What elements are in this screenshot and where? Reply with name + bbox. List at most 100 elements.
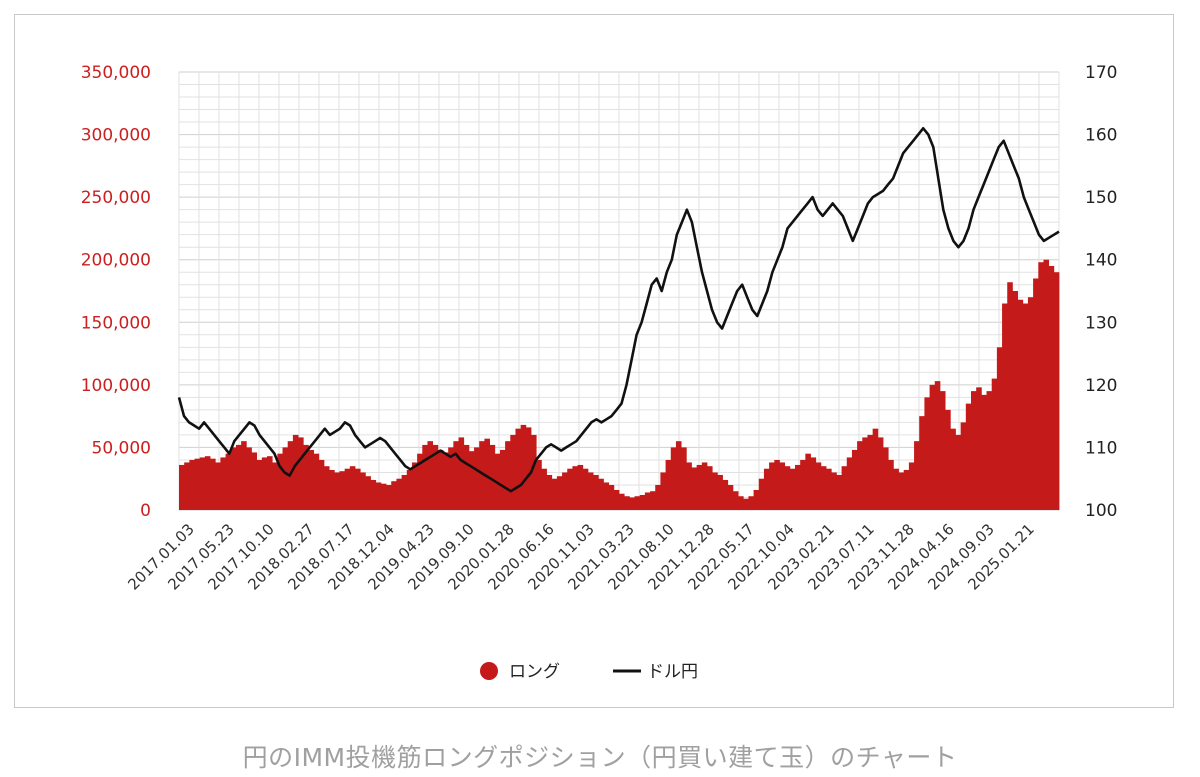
bar-long xyxy=(375,482,382,510)
bar-long xyxy=(608,484,615,510)
bar-long xyxy=(691,467,698,510)
bar-long xyxy=(639,494,646,510)
bar-long xyxy=(831,472,837,510)
bar-long xyxy=(246,447,252,510)
bar-long xyxy=(1007,282,1013,510)
combo-chart: 0 50,000 100,000 150,000 200,000 250,000 300,0… xyxy=(81,63,1118,682)
bar-long xyxy=(701,462,708,510)
y-left-tick-label: 300,000 xyxy=(81,126,151,146)
bar-long xyxy=(189,459,195,510)
bar-long xyxy=(406,469,413,510)
bar-long xyxy=(670,447,677,510)
bar-long xyxy=(282,447,289,510)
y-right-tick-label: 120 xyxy=(1085,376,1117,396)
bar-long xyxy=(194,458,201,510)
bar-long xyxy=(184,462,190,510)
bar-long xyxy=(624,496,630,510)
bar-long xyxy=(981,394,987,510)
bar-long xyxy=(401,474,408,510)
legend-bar-marker xyxy=(480,662,498,680)
bar-long xyxy=(505,441,511,510)
y-right-tick-label: 160 xyxy=(1085,126,1117,146)
bar-long xyxy=(603,482,610,510)
bar-long xyxy=(1002,303,1008,510)
bar-long xyxy=(846,457,853,510)
bar-long xyxy=(448,447,454,510)
bar-long xyxy=(479,441,485,510)
bar-long xyxy=(582,468,589,510)
bar-long xyxy=(463,444,470,510)
bar-long xyxy=(474,447,480,510)
bar-long xyxy=(976,387,982,510)
bar-long xyxy=(965,403,972,510)
bar-long xyxy=(675,441,682,510)
bar-long xyxy=(960,422,967,510)
bar-long xyxy=(303,444,309,510)
y-left-tick-label: 100,000 xyxy=(81,376,151,396)
bar-long xyxy=(815,462,822,510)
bar-long xyxy=(531,434,537,510)
bar-long xyxy=(826,468,832,510)
bar-long xyxy=(256,459,263,510)
bar-long xyxy=(277,453,283,510)
bar-long xyxy=(1038,262,1044,510)
bar-long xyxy=(655,484,661,510)
bar-long xyxy=(422,444,428,510)
bar-long xyxy=(334,472,340,510)
bar-long xyxy=(779,462,786,510)
bar-long xyxy=(593,474,599,510)
bar-long xyxy=(1017,299,1024,510)
legend: ロング ドル円 xyxy=(480,662,698,682)
bar-long xyxy=(820,466,827,510)
bar-long xyxy=(443,452,449,510)
bar-long xyxy=(753,489,760,510)
bar-long xyxy=(945,409,951,510)
bar-long xyxy=(458,437,465,510)
bar-long xyxy=(562,472,568,510)
bar-long xyxy=(515,428,522,510)
bar-long xyxy=(313,453,320,510)
chart-frame: 0 50,000 100,000 150,000 200,000 250,000 300,0… xyxy=(14,14,1174,708)
bar-long xyxy=(862,437,868,510)
bar-long xyxy=(851,449,858,510)
bar-long xyxy=(686,462,692,510)
bar-long xyxy=(758,478,765,510)
gridlines xyxy=(178,71,1060,511)
bar-long xyxy=(810,457,817,510)
bar-long xyxy=(841,466,848,510)
y-left-tick-label: 250,000 xyxy=(81,188,151,208)
bar-long xyxy=(950,428,956,510)
bar-long xyxy=(650,491,656,510)
bar-long xyxy=(308,449,314,510)
y-right-tick-label: 130 xyxy=(1085,313,1117,333)
bar-long xyxy=(774,459,780,510)
chart-caption: 円のIMM投機筋ロングポジション（円買い建て玉）のチャート xyxy=(242,743,958,772)
bar-long xyxy=(883,447,889,510)
bar-long xyxy=(355,468,361,510)
bar-long xyxy=(339,471,346,510)
bar-long xyxy=(613,489,620,510)
bar-long xyxy=(991,378,998,510)
bar-long xyxy=(225,453,232,510)
bar-long xyxy=(660,472,666,510)
bar-long xyxy=(241,441,247,510)
bar-long xyxy=(551,478,558,510)
bar-long xyxy=(908,462,915,510)
bar-long xyxy=(292,434,299,510)
bar-long xyxy=(577,464,584,510)
bar-long xyxy=(888,459,894,510)
bar-long xyxy=(763,468,770,510)
bar-long xyxy=(732,491,739,510)
bar-long xyxy=(427,441,434,510)
y-right-tick-label: 110 xyxy=(1085,438,1117,458)
bar-long xyxy=(877,437,884,510)
bar-long xyxy=(489,444,496,510)
bar-long xyxy=(629,497,635,510)
bar-long xyxy=(872,428,879,510)
bar-long xyxy=(805,453,811,510)
bar-long xyxy=(215,462,221,510)
bar-long xyxy=(619,493,625,510)
bar-long xyxy=(391,481,397,510)
y-left-tick-label: 200,000 xyxy=(81,251,151,271)
bar-long xyxy=(857,441,863,510)
